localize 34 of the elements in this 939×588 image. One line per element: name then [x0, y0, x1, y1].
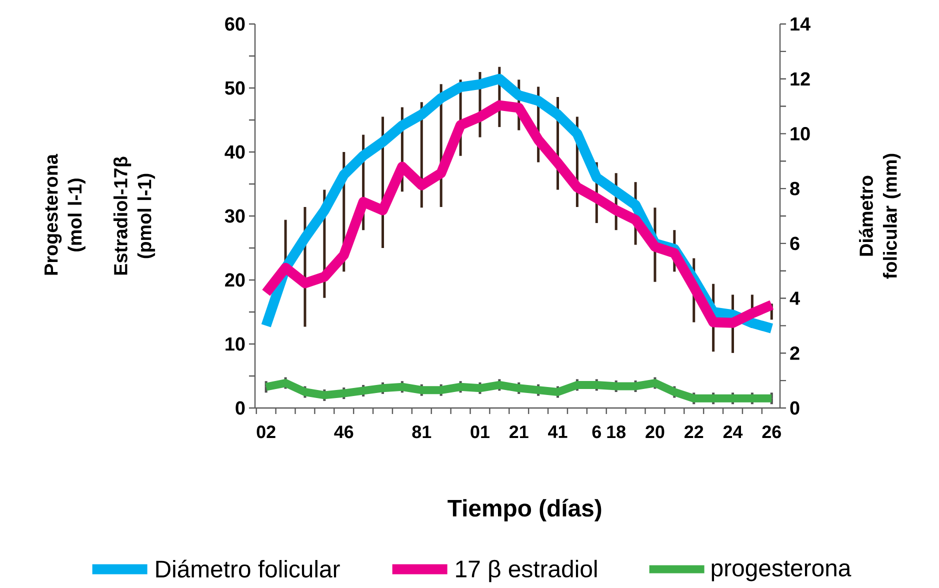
x-tick-label: 18: [607, 426, 626, 438]
y2-axis-title: Diámetro folicular (mm): [858, 154, 901, 279]
y2-tick-label: 6: [790, 236, 800, 250]
x-tick-label: 02: [256, 426, 276, 438]
y-tick-label: 50: [225, 81, 245, 95]
y-tick-label: 60: [225, 17, 245, 31]
x-tick-label: 22: [684, 426, 704, 438]
legend-label: Diámetro folicular: [156, 560, 340, 578]
y-tick-label: 40: [224, 145, 245, 159]
y-tick-label: 0: [236, 401, 245, 415]
y2-tick-label: 4: [790, 292, 800, 305]
y2-tick-label: 10: [790, 127, 810, 140]
x-tick-label: 01: [470, 426, 490, 438]
y2-tick-label: 8: [790, 182, 800, 196]
y-tick-label: 10: [226, 337, 245, 351]
y2-tick-label: 0: [790, 401, 800, 415]
y2-tick-label: 12: [790, 72, 810, 86]
x-tick-label: 46: [334, 426, 354, 438]
y2-tick-label: 14: [790, 17, 810, 31]
x-tick-label: 81: [412, 426, 432, 438]
y-tick-label: 20: [225, 273, 245, 287]
y2-tick-label: 2: [790, 346, 800, 360]
x-tick-label: 41: [548, 426, 568, 438]
text: Progesterona (mol l-1): [44, 154, 86, 275]
x-tick-label: 26: [762, 426, 781, 438]
y-axis-title: Estradiol-17β (pmol l-1): [113, 156, 156, 275]
legend-label: progesterona: [712, 560, 852, 582]
x-axis-title: Tiempo (días): [448, 498, 602, 522]
x-tick-label: 6: [592, 426, 601, 438]
x-tick-label: 24: [723, 426, 743, 438]
x-tick-label: 21: [510, 426, 528, 438]
y-tick-label: 30: [224, 209, 245, 223]
legend-label: 17 β estradiol: [456, 560, 597, 582]
x-tick-label: 20: [646, 426, 664, 438]
